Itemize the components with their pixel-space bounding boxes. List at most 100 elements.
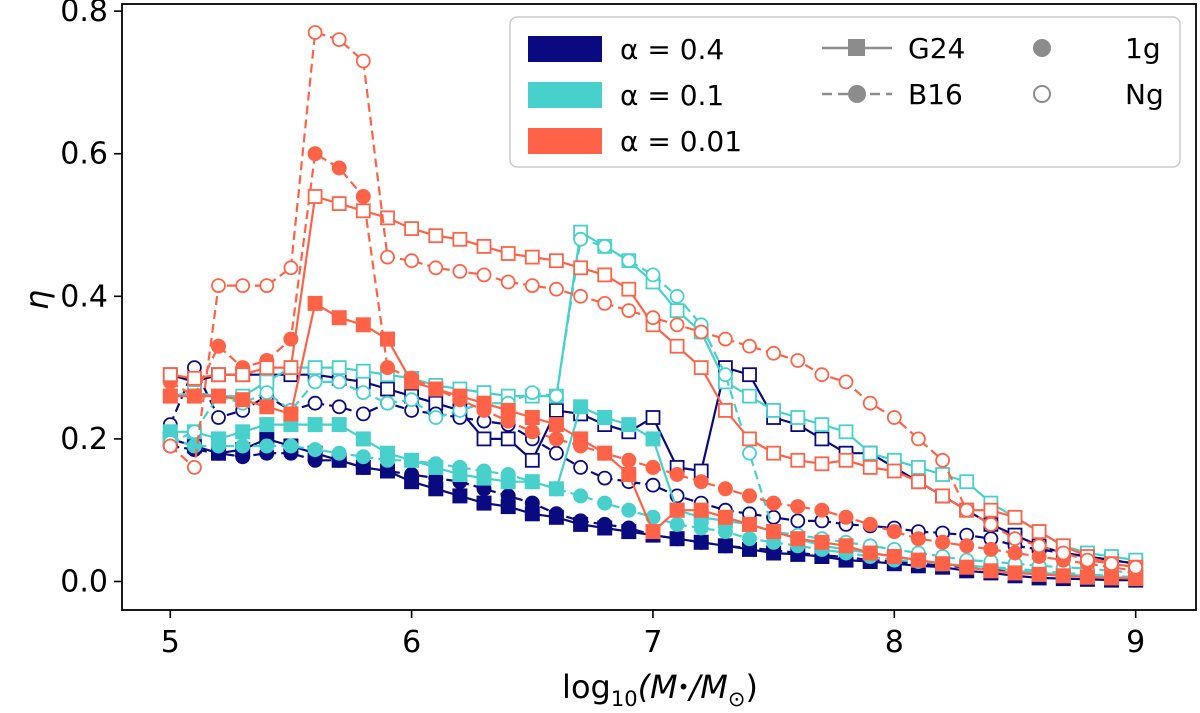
data-point <box>500 413 516 429</box>
data-point <box>235 367 251 383</box>
legend-box <box>509 16 1181 168</box>
data-point <box>717 538 733 554</box>
data-point <box>911 431 926 447</box>
data-point <box>1007 565 1023 581</box>
data-point <box>766 402 781 418</box>
data-point <box>693 360 709 376</box>
data-point <box>669 531 685 547</box>
data-point <box>476 267 492 283</box>
data-point <box>259 399 275 415</box>
legend-label-g24: G24 <box>908 32 965 65</box>
ticks-layer: 5 6 7 8 9 0.0 0.2 0.4 0.6 0.8 <box>60 0 1145 660</box>
data-point <box>669 516 685 532</box>
data-point <box>355 363 371 379</box>
data-point <box>404 370 420 386</box>
legend-swatch-alpha-0-01 <box>528 128 602 154</box>
data-point <box>597 410 613 425</box>
data-point <box>1007 545 1023 561</box>
y-tick-label: 0.4 <box>60 279 108 314</box>
data-point <box>548 481 564 497</box>
data-point <box>838 452 854 468</box>
data-point <box>1031 549 1047 564</box>
data-point <box>331 360 347 376</box>
data-point <box>524 410 540 425</box>
data-point <box>549 281 564 297</box>
data-point <box>548 431 564 447</box>
data-point <box>983 563 999 579</box>
data-point <box>935 534 951 550</box>
data-point <box>307 417 323 433</box>
data-point <box>1104 556 1119 572</box>
data-point <box>524 385 540 401</box>
data-point <box>718 367 733 383</box>
data-point <box>211 278 226 294</box>
data-point <box>500 246 516 261</box>
data-point <box>1080 552 1095 568</box>
data-point <box>307 452 323 468</box>
data-point <box>573 438 589 454</box>
data-point <box>500 274 516 290</box>
x-label-close: ) <box>745 668 757 706</box>
data-point <box>573 399 589 415</box>
data-point <box>404 467 420 482</box>
data-point <box>259 278 275 294</box>
legend-marker-square <box>848 39 865 56</box>
data-point <box>621 281 637 297</box>
x-label-log: log <box>562 668 611 706</box>
data-point <box>428 481 444 497</box>
data-point <box>1031 538 1047 554</box>
legend-label-b16: B16 <box>908 78 963 111</box>
series-line <box>169 237 1136 574</box>
data-point <box>500 402 516 418</box>
data-point <box>886 410 902 425</box>
data-point <box>380 210 395 226</box>
plot-frame <box>121 3 1197 611</box>
data-point <box>331 374 347 390</box>
legend-label-alpha-0-4: α = 0.4 <box>620 33 724 66</box>
data-point <box>186 438 202 454</box>
data-point <box>645 524 661 540</box>
data-point <box>717 524 733 540</box>
data-point <box>910 552 926 568</box>
data-point <box>790 499 806 515</box>
data-point <box>766 495 782 511</box>
data-point <box>428 260 444 276</box>
data-point <box>790 452 806 468</box>
data-point <box>549 388 564 404</box>
x-label-slash: /M <box>686 668 727 706</box>
data-point <box>669 303 685 319</box>
data-point <box>645 310 661 326</box>
y-tick-label: 0.2 <box>60 422 108 457</box>
data-point <box>718 402 733 418</box>
data-point <box>959 474 975 490</box>
data-point <box>452 459 468 475</box>
data-point <box>693 324 709 340</box>
data-point <box>983 502 999 518</box>
data-point <box>307 146 323 162</box>
data-point <box>814 367 830 383</box>
data-point <box>211 338 226 354</box>
data-point <box>404 452 420 468</box>
data-point <box>718 331 733 347</box>
data-point <box>380 360 395 376</box>
data-point <box>910 531 926 547</box>
data-point <box>573 488 589 504</box>
data-point <box>742 367 757 383</box>
data-point <box>331 445 347 461</box>
data-point <box>935 467 950 482</box>
data-point <box>307 295 323 311</box>
data-point <box>1055 568 1071 584</box>
data-point <box>524 278 540 294</box>
data-point <box>693 502 709 518</box>
data-point <box>307 189 323 204</box>
data-point <box>597 495 613 511</box>
x-tick-label: 7 <box>643 625 662 660</box>
data-point <box>597 445 613 461</box>
data-point <box>452 231 468 247</box>
data-point <box>500 467 516 482</box>
data-point <box>1007 509 1023 525</box>
legend-swatch-alpha-0-4 <box>528 36 602 62</box>
data-point <box>862 445 878 461</box>
data-point <box>186 370 202 386</box>
data-point <box>355 449 371 465</box>
